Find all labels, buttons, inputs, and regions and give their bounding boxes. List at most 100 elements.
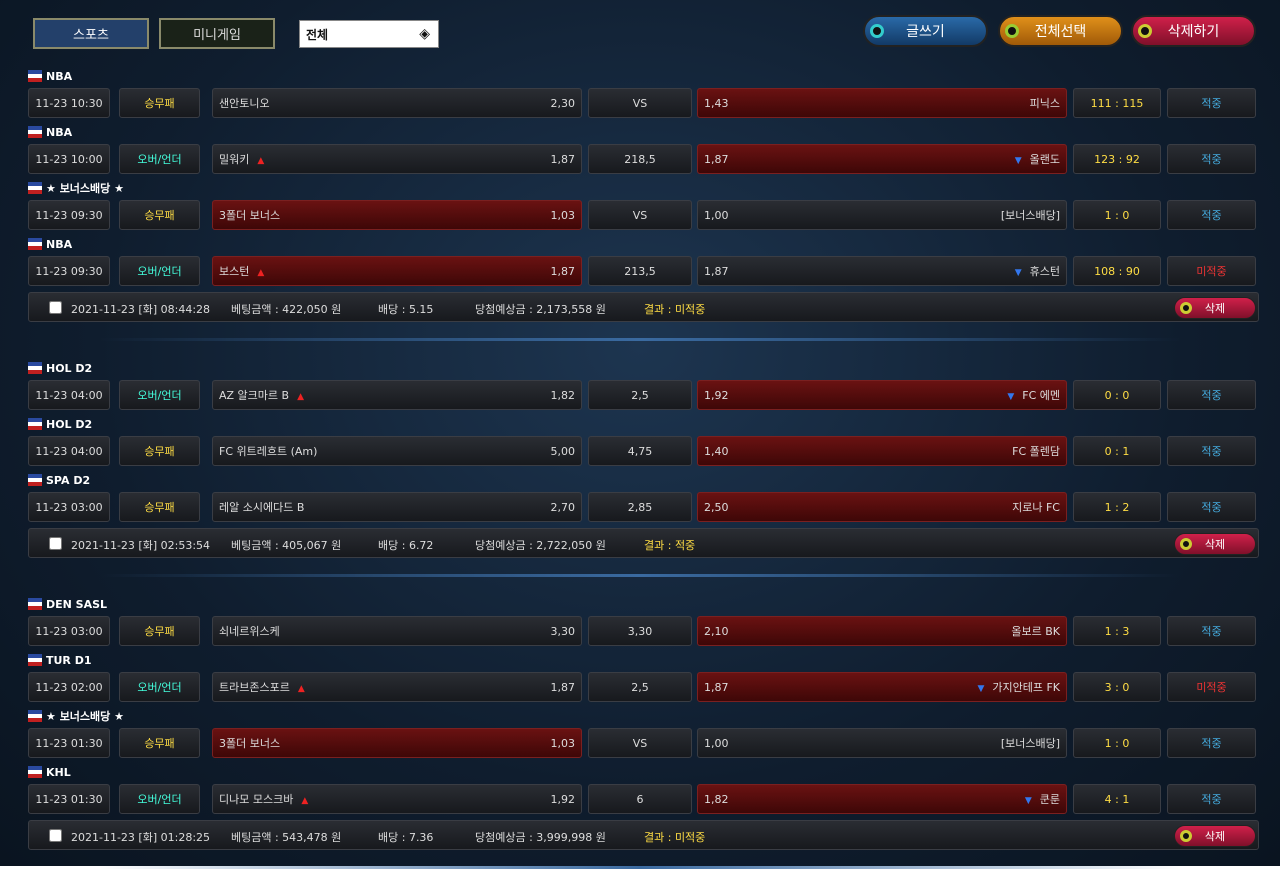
select-checkbox[interactable] <box>49 537 62 550</box>
away-name: 지로나 FC <box>1012 501 1060 514</box>
home-team[interactable]: 레알 소시에다드 B 2,70 <box>212 492 582 522</box>
select-checkbox[interactable] <box>49 301 62 314</box>
home-odds: 1,03 <box>550 208 576 222</box>
delete-bet-button[interactable]: 삭제 <box>1174 825 1256 847</box>
result: 적중 <box>1167 144 1256 174</box>
league-header: KHL <box>28 764 71 780</box>
bet-amount: 베팅금액 : 543,478 원 <box>231 831 342 844</box>
league-header: NBA <box>28 236 72 252</box>
home-team[interactable]: 보스턴 ▲ 1,87 <box>212 256 582 286</box>
home-team[interactable]: 쇠네르위스케 3,30 <box>212 616 582 646</box>
away-team[interactable]: 1,87 ▼ 휴스턴 <box>697 256 1067 286</box>
league-header: HOL D2 <box>28 416 92 432</box>
match-time: 11-23 10:00 <box>28 144 110 174</box>
home-name: 디나모 모스크바 <box>219 793 294 806</box>
arrow-up: ▲ <box>297 684 305 694</box>
middle-value: VS <box>588 728 692 758</box>
league-name: TUR D1 <box>46 653 92 667</box>
button-dot <box>1180 538 1192 550</box>
league-icon <box>28 238 42 250</box>
league-header: ★ 보너스배당 ★ <box>28 708 124 724</box>
league-name: SPA D2 <box>46 473 91 487</box>
away-odds: 2,50 <box>704 500 729 514</box>
bet-type: 오버/언더 <box>119 380 200 410</box>
write-button[interactable]: 글쓰기 <box>863 15 988 47</box>
bet-summary: 2021-11-23 [화] 02:53:54 베팅금액 : 405,067 원 배… <box>28 528 1259 558</box>
home-team[interactable]: 샌안토니오 2,30 <box>212 88 582 118</box>
away-name-wrap: 피닉스 <box>1030 95 1060 111</box>
delete-bet-button[interactable]: 삭제 <box>1174 533 1256 555</box>
home-odds: 1,03 <box>550 736 576 750</box>
middle-value: 3,30 <box>588 616 692 646</box>
result: 미적중 <box>1167 256 1256 286</box>
delete-bet-button[interactable]: 삭제 <box>1174 297 1256 319</box>
result: 미적중 <box>1167 672 1256 702</box>
home-odds: 1,82 <box>550 388 576 402</box>
match-time: 11-23 10:30 <box>28 88 110 118</box>
away-team[interactable]: 1,40 FC 폴렌담 <box>697 436 1067 466</box>
score: 108 : 90 <box>1073 256 1161 286</box>
home-name-wrap: 쇠네르위스케 <box>219 623 280 639</box>
away-team[interactable]: 1,43 피닉스 <box>697 88 1067 118</box>
away-odds: 2,10 <box>704 624 729 638</box>
select-all-button[interactable]: 전체선택 <box>998 15 1123 47</box>
away-name: [보너스배당] <box>1000 209 1060 222</box>
home-name: FC 위트레흐트 (Am) <box>219 445 318 458</box>
score: 1 : 3 <box>1073 616 1161 646</box>
delete-button[interactable]: 삭제하기 <box>1131 15 1256 47</box>
score: 1 : 0 <box>1073 200 1161 230</box>
score: 3 : 0 <box>1073 672 1161 702</box>
tab-minigame[interactable]: 미니게임 <box>159 18 275 49</box>
tab-sports[interactable]: 스포츠 <box>33 18 149 49</box>
away-team[interactable]: 2,10 올보르 BK <box>697 616 1067 646</box>
button-dot <box>1180 830 1192 842</box>
home-team[interactable]: AZ 알크마르 B ▲ 1,82 <box>212 380 582 410</box>
away-name-wrap: ▼ 올랜도 <box>1015 151 1060 167</box>
bet-result: 결과 : 미적중 <box>644 831 706 844</box>
match-time: 11-23 04:00 <box>28 436 110 466</box>
away-team[interactable]: 1,92 ▼ FC 에멘 <box>697 380 1067 410</box>
score: 1 : 0 <box>1073 728 1161 758</box>
away-odds: 1,00 <box>704 208 729 222</box>
away-name-wrap: [보너스배당] <box>1001 207 1060 223</box>
away-team[interactable]: 1,00 [보너스배당] <box>697 200 1067 230</box>
middle-value: 2,5 <box>588 380 692 410</box>
away-name-wrap: ▼ 휴스턴 <box>1015 263 1060 279</box>
home-team[interactable]: FC 위트레흐트 (Am) 5,00 <box>212 436 582 466</box>
away-odds: 1,40 <box>704 444 729 458</box>
league-icon <box>28 126 42 138</box>
home-name-wrap: 3폴더 보너스 <box>219 207 280 223</box>
bet-type: 승무패 <box>119 616 200 646</box>
away-team[interactable]: 2,50 지로나 FC <box>697 492 1067 522</box>
button-label: 삭제 <box>1204 302 1226 315</box>
away-name-wrap: ▼ 쿤룬 <box>1025 791 1060 807</box>
away-team[interactable]: 1,00 [보너스배당] <box>697 728 1067 758</box>
away-team[interactable]: 1,87 ▼ 가지안테프 FK <box>697 672 1067 702</box>
league-name: NBA <box>46 237 73 251</box>
home-team[interactable]: 밀워키 ▲ 1,87 <box>212 144 582 174</box>
home-team[interactable]: 3폴더 보너스 1,03 <box>212 728 582 758</box>
away-odds: 1,00 <box>704 736 729 750</box>
home-team[interactable]: 트라브존스포르 ▲ 1,87 <box>212 672 582 702</box>
filter-select[interactable]: 전체 ◈ <box>299 20 439 48</box>
home-name-wrap: 레알 소시에다드 B <box>219 499 304 515</box>
league-header: SPA D2 <box>28 472 90 488</box>
middle-value: 6 <box>588 784 692 814</box>
home-team[interactable]: 3폴더 보너스 1,03 <box>212 200 582 230</box>
select-checkbox[interactable] <box>49 829 62 842</box>
bet-date: 2021-11-23 [화] 02:53:54 <box>71 539 211 552</box>
result: 적중 <box>1167 436 1256 466</box>
bet-type: 승무패 <box>119 728 200 758</box>
middle-value: VS <box>588 88 692 118</box>
away-team[interactable]: 1,82 ▼ 쿤룬 <box>697 784 1067 814</box>
home-name-wrap: AZ 알크마르 B ▲ <box>219 387 304 403</box>
bet-odds: 배당 : 7.36 <box>378 831 434 844</box>
away-odds: 1,82 <box>704 792 729 806</box>
filter-value: 전체 <box>306 27 329 42</box>
expected-win: 당첨예상금 : 2,173,558 원 <box>475 303 606 316</box>
bet-amount: 베팅금액 : 405,067 원 <box>231 539 342 552</box>
away-name: 피닉스 <box>1029 97 1060 110</box>
home-team[interactable]: 디나모 모스크바 ▲ 1,92 <box>212 784 582 814</box>
away-name-wrap: 올보르 BK <box>1011 623 1060 639</box>
away-team[interactable]: 1,87 ▼ 올랜도 <box>697 144 1067 174</box>
